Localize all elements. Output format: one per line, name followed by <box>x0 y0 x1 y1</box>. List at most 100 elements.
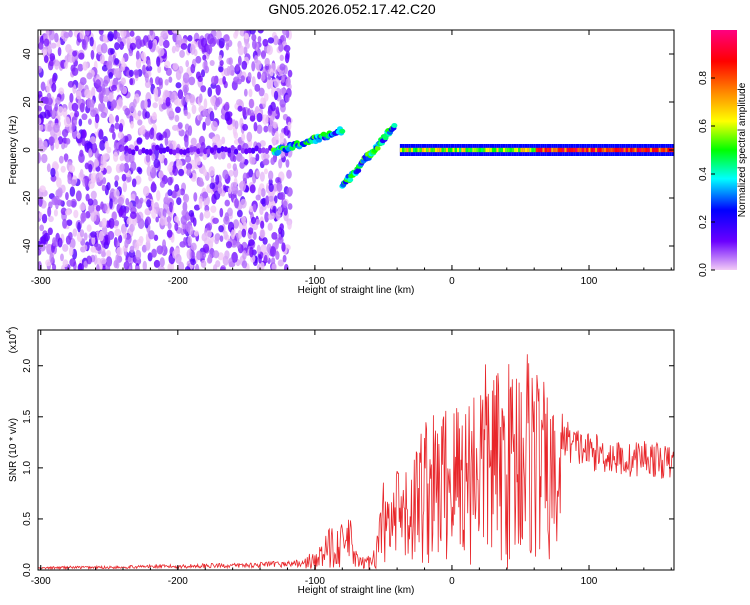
spectrogram-noise-point <box>279 54 284 62</box>
spectrogram-noise-point <box>54 103 58 112</box>
spectrogram-tone-core <box>527 147 530 153</box>
spectrogram-noise-point <box>224 212 229 222</box>
spectrogram-noise-point <box>92 198 98 207</box>
spectrogram-noise-point <box>172 62 179 71</box>
spectrogram-noise-point <box>53 209 58 217</box>
spectrogram-noise-point <box>257 71 262 80</box>
spectrogram-noise-point <box>227 187 232 195</box>
spectrogram-noise-point <box>51 82 57 93</box>
spectrogram-tone-core <box>621 147 624 153</box>
spectrogram-tone-point <box>120 145 126 152</box>
spectrogram-tone-core <box>483 147 486 153</box>
spectrogram-noise-point <box>81 39 87 50</box>
spectrogram-noise-point <box>287 69 293 78</box>
spectrogram-noise-point <box>215 30 222 40</box>
spectrogram-noise-point <box>137 167 143 175</box>
spectrogram-noise-point <box>185 59 190 68</box>
spectrogram-tone-core <box>564 147 567 153</box>
spectrogram-noise-point <box>224 199 231 207</box>
spectrogram-tone-core <box>404 147 407 153</box>
colorbar-label: Normalized spectral amplitude <box>737 82 748 217</box>
spectrogram-tone-core <box>614 147 617 153</box>
spectrogram-marks <box>38 30 674 270</box>
spectrogram-noise-point <box>190 242 197 251</box>
spectrogram-noise-point <box>129 223 135 233</box>
spectrogram-noise-point <box>264 211 270 223</box>
spectrogram-noise-point <box>73 209 79 219</box>
spectrogram-noise-point <box>210 75 217 85</box>
y-tick-label: 0.5 <box>22 512 33 526</box>
spectrogram-noise-point <box>63 31 70 39</box>
spectrogram-noise-point <box>249 184 256 194</box>
spectrogram-noise-point <box>175 82 182 89</box>
spectrogram-tone-core <box>489 147 492 153</box>
spectrogram-tone-core <box>415 147 418 153</box>
spectrogram-noise-point <box>45 243 52 250</box>
spectrogram-noise-point <box>90 172 98 183</box>
spectrogram-noise-point <box>251 76 256 87</box>
spectrogram-noise-point <box>273 90 279 101</box>
spectrogram-noise-point <box>69 92 74 103</box>
spectrogram-noise-point <box>153 158 161 169</box>
spectrogram-noise-point <box>218 37 225 49</box>
spectrogram-noise-point <box>262 159 270 166</box>
spectrogram-noise-point <box>214 237 219 245</box>
spectrogram-noise-point <box>82 61 89 71</box>
spectrogram-noise-point <box>38 117 42 125</box>
spectrogram-noise-point <box>197 180 205 187</box>
spectrogram-tone-core <box>625 147 628 153</box>
spectrogram-noise-point <box>95 204 101 212</box>
spectrogram-noise-point <box>50 42 57 49</box>
spectrogram-noise-point <box>193 230 199 237</box>
spectrogram-noise-point <box>206 44 213 55</box>
spectrogram-noise-point <box>52 237 57 247</box>
snr-y-axis-label: SNR (10 * v/v) <box>8 418 19 482</box>
spectrogram-noise-point <box>146 165 152 177</box>
spectrogram-noise-point <box>151 208 157 219</box>
spectrogram-noise-point <box>104 234 109 246</box>
spectrogram-noise-point <box>157 65 162 74</box>
spectrogram-noise-point <box>166 229 173 238</box>
spectrogram-noise-point <box>117 96 123 107</box>
spectrogram-tone-core <box>667 147 670 153</box>
spectrogram-noise-point <box>159 257 165 268</box>
spectrogram-noise-point <box>120 223 127 235</box>
spectrogram-noise-point <box>263 92 269 102</box>
spectrogram-noise-point <box>143 99 148 110</box>
spectrogram-noise-point <box>244 32 250 40</box>
spectrogram-noise-point <box>88 163 93 173</box>
spectrogram-noise-point <box>115 114 120 123</box>
spectrogram-noise-point <box>181 209 187 217</box>
spectrogram-noise-point <box>158 170 164 179</box>
spectrogram-tone-point <box>127 148 133 155</box>
spectrogram-noise-point <box>159 180 166 188</box>
spectrogram-noise-point <box>108 127 115 134</box>
y-tick-label: 1.5 <box>22 409 33 423</box>
spectrogram-y-ticks: -40 -20 0 20 40 <box>22 48 674 253</box>
spectrogram-tone-core <box>570 147 574 153</box>
spectrogram-noise-point <box>106 182 111 191</box>
spectrogram-tone-core <box>542 147 545 153</box>
spectrogram-noise-point <box>260 188 266 198</box>
chart-title: GN05.2026.052.17.42.C20 <box>268 1 436 17</box>
spectrogram-noise-point <box>187 125 193 136</box>
spectrogram-noise-point <box>114 42 120 51</box>
spectrogram-noise-point <box>54 59 60 70</box>
spectrogram-noise-point <box>60 253 64 262</box>
spectrogram-noise-point <box>100 201 104 210</box>
spectrogram-noise-point <box>98 129 104 140</box>
spectrogram-noise-point <box>237 189 243 197</box>
spectrogram-noise-point <box>62 259 69 268</box>
spectrogram-noise-point <box>71 122 76 132</box>
spectrogram-noise-point <box>206 230 212 238</box>
spectrogram-tone-core <box>419 147 422 153</box>
spectrogram-noise-point <box>285 78 291 87</box>
colorbar-gradient <box>711 30 737 270</box>
spectrogram-noise-point <box>190 250 196 259</box>
spectrogram-noise-point <box>128 69 134 77</box>
spectrogram-noise-point <box>41 153 48 164</box>
spectrogram-noise-point <box>113 151 119 163</box>
spectrogram-noise-point <box>58 87 65 95</box>
spectrogram-noise-point <box>118 123 124 133</box>
spectrogram-tone-core <box>548 147 552 153</box>
